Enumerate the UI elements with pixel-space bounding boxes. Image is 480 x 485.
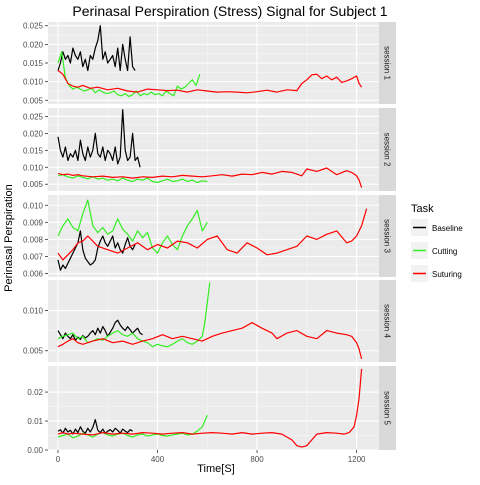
series-line-suturing [57, 368, 363, 448]
facet-panel-2: 0.005 0.010 0.015 0.020 0.025 session 2 [23, 108, 396, 191]
series-line-suturing [57, 208, 368, 261]
y-tick-label: 0.010 [23, 163, 44, 172]
legend-label: Cutting [432, 247, 457, 256]
chart-title: Perinasal Perspiration (Stress) Signal f… [72, 3, 387, 19]
y-tick-label: 0.025 [23, 112, 44, 121]
legend: Task Baseline Cutting Suturing [411, 203, 463, 282]
facet-panel-1: 0.005 0.010 0.015 0.020 0.025 session 1 [23, 22, 396, 105]
y-tick-label: 0.005 [23, 96, 44, 105]
x-axis-label: Time[S] [197, 463, 235, 475]
y-tick-label: 0.005 [23, 347, 44, 356]
legend-label: Baseline [432, 224, 463, 233]
facet-strip [379, 366, 396, 450]
y-axis-label: Perinasal Perspiration [3, 184, 15, 292]
x-tick-label: 0 [56, 455, 61, 464]
series-line-baseline [57, 230, 136, 271]
panel-background [48, 280, 379, 362]
y-tick-label: 0.005 [23, 180, 44, 189]
series-line-baseline [57, 109, 141, 168]
series-line-baseline [57, 319, 143, 341]
series-line-cutting [57, 174, 208, 184]
y-tick-label: 0.025 [23, 22, 44, 31]
y-tick-label: 0.01 [27, 417, 43, 426]
facet-strip-label: session 4 [383, 304, 392, 338]
facet-panel-5: 0.00 0.01 0.02 session 5 [27, 366, 396, 455]
series-line-cutting [57, 51, 201, 98]
series-line-suturing [57, 70, 363, 94]
series-line-suturing [57, 167, 363, 188]
y-tick-label: 0.02 [27, 388, 43, 397]
facet-strip [379, 195, 396, 277]
y-tick-label: 0.020 [23, 40, 44, 49]
x-tick-label: 1200 [348, 455, 366, 464]
facet-strip-label: session 5 [383, 391, 392, 425]
series-line-cutting [57, 199, 208, 254]
facet-strip-label: session 3 [383, 219, 392, 253]
facet-panel-4: 0.005 0.010 session 4 [23, 280, 396, 362]
panel-background [48, 195, 379, 277]
series-line-suturing [57, 322, 363, 359]
y-tick-label: 0.00 [27, 446, 43, 455]
panel-background [48, 366, 379, 450]
legend-title: Task [411, 203, 434, 215]
facet-strip [379, 108, 396, 191]
x-tick-label: 800 [250, 455, 264, 464]
y-tick-label: 0.015 [23, 59, 44, 68]
facet-strip [379, 280, 396, 362]
facet-strip-label: session 1 [383, 46, 392, 80]
y-tick-label: 0.010 [23, 201, 44, 210]
y-tick-label: 0.015 [23, 146, 44, 155]
series-line-baseline [57, 25, 136, 72]
facet-strip-label: session 2 [383, 133, 392, 167]
y-tick-label: 0.020 [23, 129, 44, 138]
facet-panel-3: 0.006 0.007 0.008 0.009 0.010 session 3 [23, 195, 396, 279]
legend-label: Suturing [432, 270, 462, 279]
y-tick-label: 0.010 [23, 78, 44, 87]
y-tick-label: 0.009 [23, 218, 44, 227]
y-tick-label: 0.008 [23, 235, 44, 244]
legend-items: Baseline Cutting Suturing [411, 219, 463, 282]
x-tick-label: 400 [151, 455, 165, 464]
y-tick-label: 0.007 [23, 253, 44, 262]
y-tick-label: 0.006 [23, 270, 44, 279]
facet-strip [379, 22, 396, 104]
y-tick-label: 0.010 [23, 307, 44, 316]
series-line-cutting [57, 282, 211, 348]
